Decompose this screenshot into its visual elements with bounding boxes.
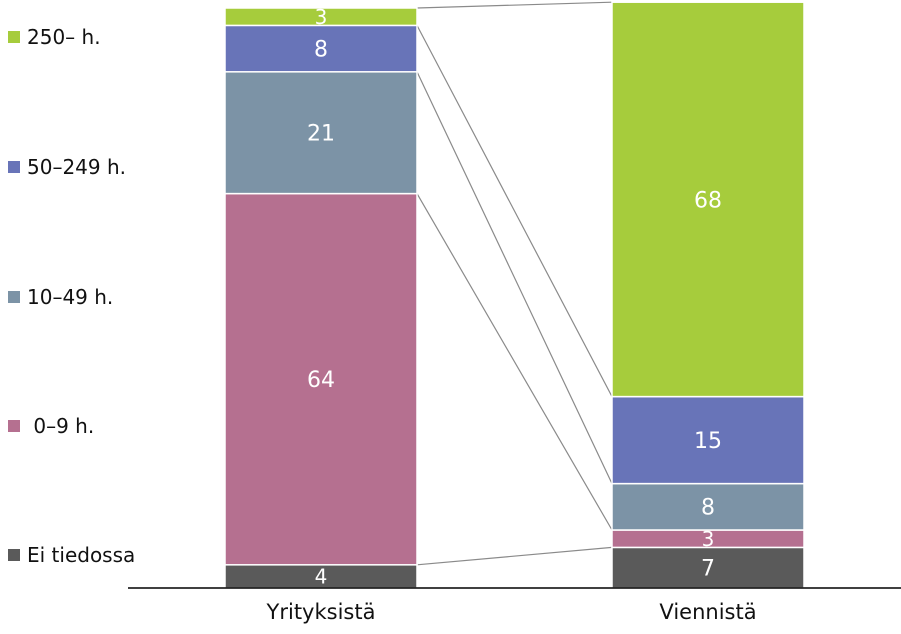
legend-swatch xyxy=(8,420,20,432)
legend-swatch xyxy=(8,161,20,173)
bar-segment xyxy=(611,546,805,589)
legend-swatch xyxy=(8,31,20,43)
value-labels: 4 64 21 8 3 7 3 8 15 68 xyxy=(307,5,722,589)
data-label: 7 xyxy=(701,557,715,582)
legend-item: 250– h. xyxy=(8,22,101,52)
category-labels: Yrityksistä Viennistä xyxy=(266,600,757,624)
data-label: 8 xyxy=(314,38,328,63)
legend-label: 50–249 h. xyxy=(27,155,127,179)
data-label: 8 xyxy=(701,496,715,521)
connector-line xyxy=(416,193,613,531)
data-label: 21 xyxy=(307,122,335,147)
legend-label: 0–9 h. xyxy=(27,414,95,438)
bar-segment xyxy=(611,395,805,485)
bar-segment xyxy=(224,71,418,195)
category-label: Yrityksistä xyxy=(266,600,376,624)
data-label: 3 xyxy=(702,527,715,551)
legend-swatch xyxy=(8,549,20,561)
connector-line xyxy=(416,1,613,9)
data-label: 4 xyxy=(315,565,328,589)
bar-segment xyxy=(611,1,805,398)
bar-segment xyxy=(224,192,418,566)
legend-swatch xyxy=(8,291,20,303)
legend-label: 10–49 h. xyxy=(27,285,114,309)
bar-segment xyxy=(224,24,418,73)
data-label: 3 xyxy=(315,5,328,29)
bar-segment xyxy=(224,7,418,27)
legend-label: 250– h. xyxy=(27,25,101,49)
connector-lines xyxy=(416,1,613,566)
legend-label: Ei tiedossa xyxy=(27,543,136,567)
connector-line xyxy=(416,25,613,397)
legend-item: 50–249 h. xyxy=(8,152,126,182)
legend-item: 0–9 h. xyxy=(8,411,94,441)
data-label: 64 xyxy=(307,368,335,393)
connector-line xyxy=(416,71,613,484)
legend: 250– h. 50–249 h. 10–49 h. 0–9 h. Ei tiedos… xyxy=(0,0,200,634)
connector-line xyxy=(416,546,613,566)
legend-item: Ei tiedossa xyxy=(8,540,135,570)
bar-segments xyxy=(224,1,805,589)
bar-segment xyxy=(611,482,805,531)
data-label: 68 xyxy=(694,188,722,213)
legend-item: 10–49 h. xyxy=(8,282,113,312)
category-label: Viennistä xyxy=(659,600,756,624)
data-label: 15 xyxy=(694,429,722,454)
